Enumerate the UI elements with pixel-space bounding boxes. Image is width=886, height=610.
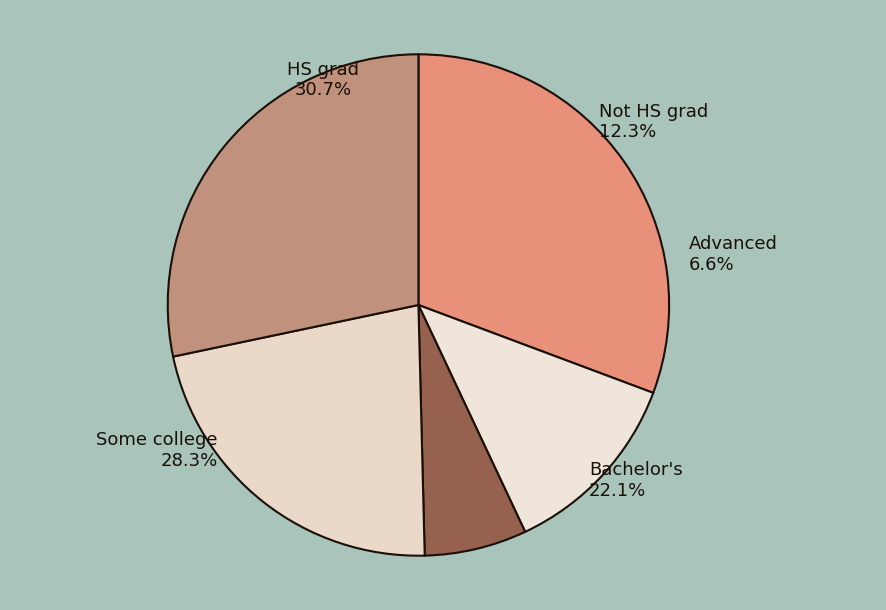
Wedge shape (418, 305, 525, 556)
Text: Not HS grad
12.3%: Not HS grad 12.3% (598, 102, 707, 142)
Wedge shape (167, 54, 418, 357)
Text: Bachelor's
22.1%: Bachelor's 22.1% (588, 461, 682, 500)
Wedge shape (418, 54, 668, 393)
Text: Some college
28.3%: Some college 28.3% (97, 431, 218, 470)
Text: Advanced
6.6%: Advanced 6.6% (688, 235, 777, 274)
Wedge shape (173, 305, 424, 556)
Text: HS grad
30.7%: HS grad 30.7% (287, 60, 359, 99)
Wedge shape (418, 305, 652, 532)
